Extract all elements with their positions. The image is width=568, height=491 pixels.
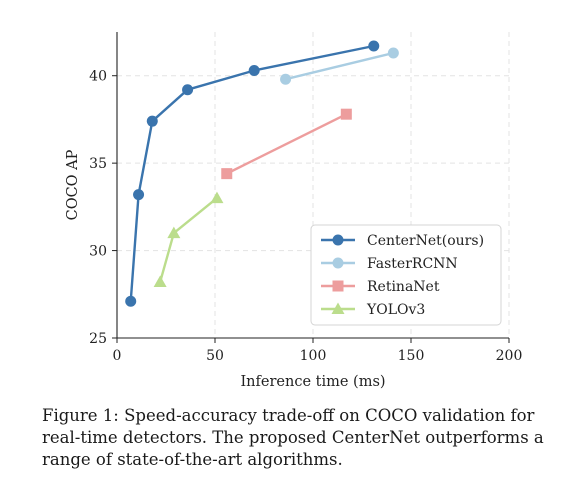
series-fasterrcnn — [280, 47, 399, 85]
data-point — [133, 189, 145, 201]
caption-line-2: real-time detectors. The proposed Center… — [42, 428, 544, 447]
x-tick-label: 200 — [496, 348, 523, 364]
data-point — [167, 226, 181, 239]
data-point — [210, 191, 224, 204]
legend-box — [310, 224, 502, 326]
figure-caption: Figure 1: Speed-accuracy trade-off on CO… — [42, 405, 552, 471]
data-point — [125, 295, 137, 307]
legend-label: CenterNet(ours) — [367, 233, 484, 249]
data-point — [280, 73, 292, 85]
y-tick-label: 25 — [89, 331, 107, 347]
series-line — [226, 113, 347, 175]
series-centernet-ours — [125, 40, 380, 307]
legend-label: FasterRCNN — [367, 256, 458, 272]
data-point — [340, 108, 352, 120]
x-axis-label: Inference time (ms) — [240, 374, 385, 390]
series-yolov3 — [153, 191, 224, 288]
data-point — [248, 64, 260, 76]
data-point — [368, 40, 380, 52]
legend-swatch-marker — [332, 257, 344, 269]
caption-line-1: Figure 1: Speed-accuracy trade-off on CO… — [42, 406, 535, 425]
data-point — [146, 115, 158, 127]
legend-label: RetinaNet — [367, 279, 440, 295]
y-tick-label: 40 — [89, 69, 107, 85]
legend-item: FasterRCNN — [321, 256, 458, 272]
caption-line-3: range of state-of-the-art algorithms. — [42, 450, 343, 469]
legend-label: YOLOv3 — [366, 302, 425, 318]
y-tick-label: 35 — [89, 156, 107, 172]
legend-swatch-marker — [332, 234, 344, 246]
x-tick-label: 50 — [206, 348, 224, 364]
y-tick-label: 30 — [89, 244, 107, 260]
series-line — [285, 51, 394, 81]
x-tick-label: 150 — [398, 348, 425, 364]
legend: CenterNet(ours) FasterRCNN RetinaNet YOLOv3 — [310, 224, 502, 326]
speed-accuracy-chart: 0 50 100 150 200 25 30 35 40 Inference time (ms) C… — [65, 32, 523, 390]
data-point — [182, 84, 194, 96]
legend-item: YOLOv3 — [321, 302, 425, 318]
series-line — [129, 44, 375, 302]
x-tick-label: 100 — [300, 348, 327, 364]
legend-item: RetinaNet — [321, 279, 440, 295]
data-point — [221, 168, 233, 180]
legend-swatch-marker — [331, 302, 345, 314]
data-point — [387, 47, 399, 59]
data-point — [153, 275, 167, 288]
legend-swatch-marker — [332, 280, 344, 292]
series-retinanet — [221, 108, 352, 180]
x-tick-label: 0 — [113, 348, 122, 364]
y-axis-label: COCO AP — [65, 149, 81, 220]
legend-item: CenterNet(ours) — [321, 233, 484, 249]
series-line — [158, 197, 218, 283]
